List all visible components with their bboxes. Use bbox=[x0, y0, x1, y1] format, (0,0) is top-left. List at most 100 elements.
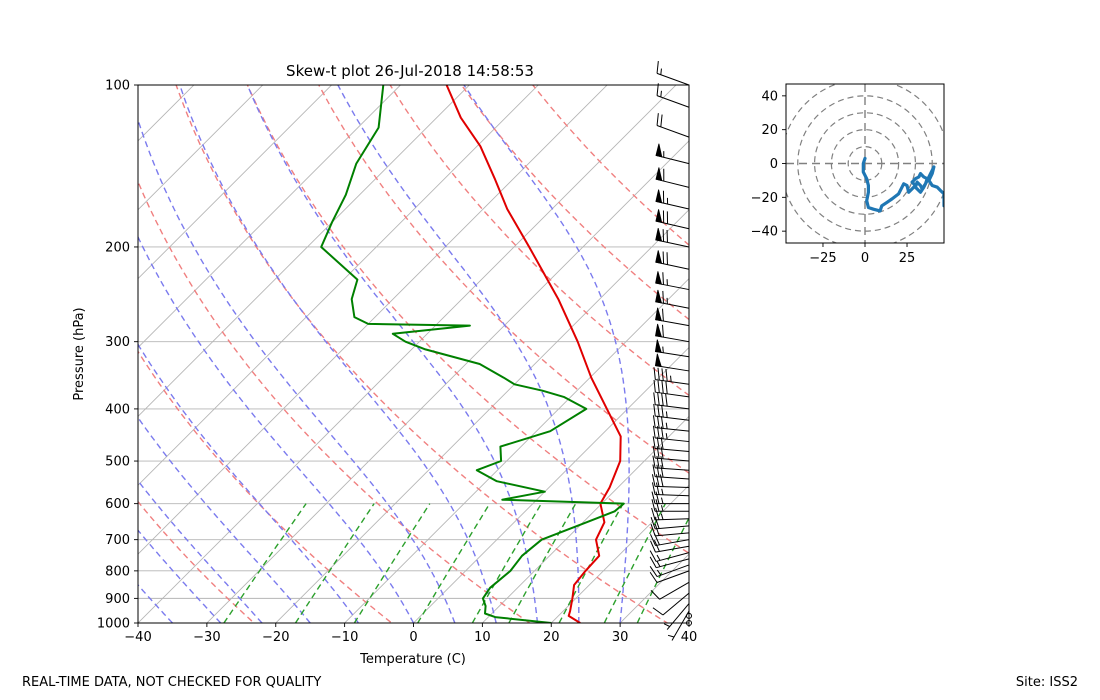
skewt-background-lines bbox=[138, 85, 689, 623]
y-tick-label: 600 bbox=[105, 497, 130, 512]
barb-full-flag bbox=[653, 403, 656, 417]
barb-full-flag bbox=[662, 290, 664, 304]
wind-barb bbox=[656, 61, 690, 86]
y-tick-label: 800 bbox=[105, 564, 130, 579]
skewt-plot: −40 −30 −20 −10 0 10 20 30 40 1000 900 800 700 600 50… bbox=[72, 62, 697, 667]
barb-shaft bbox=[671, 610, 690, 641]
barb-full-flag bbox=[650, 590, 660, 600]
barb-full-flag bbox=[660, 114, 663, 127]
x-tick-label: 40 bbox=[681, 630, 698, 645]
wind-barb bbox=[652, 455, 690, 471]
hodograph-x-tick-label: 25 bbox=[899, 251, 916, 266]
barb-half-flag bbox=[656, 560, 661, 567]
isotherm--100 bbox=[138, 85, 264, 211]
wind-barb bbox=[650, 516, 690, 530]
barb-full-flag bbox=[661, 368, 664, 381]
barb-shaft bbox=[655, 525, 690, 530]
hodograph-trace bbox=[861, 156, 944, 213]
barb-full-flag bbox=[662, 308, 664, 322]
isotherm--110 bbox=[138, 85, 195, 142]
wind-barb bbox=[655, 167, 690, 188]
dry-adiabat-370 bbox=[389, 85, 689, 397]
dry-adiabat-350 bbox=[318, 85, 689, 474]
barb-full-flag bbox=[657, 392, 660, 406]
isotherm--80 bbox=[138, 85, 402, 349]
barb-shaft bbox=[656, 570, 690, 583]
mixing-ratio-4 bbox=[417, 503, 491, 623]
wind-barb bbox=[651, 482, 690, 497]
wind-barb bbox=[656, 83, 690, 108]
hodograph-plot: −25 0 25 40 20 0 −20 −40 bbox=[751, 83, 945, 266]
wind-barb bbox=[655, 143, 690, 165]
barb-full-flag bbox=[657, 367, 660, 381]
wind-barb bbox=[653, 403, 690, 421]
barb-full-flag bbox=[662, 324, 664, 338]
y-tick-label: 100 bbox=[105, 79, 130, 94]
barb-full-flag bbox=[652, 436, 656, 449]
barb-full-flag bbox=[649, 571, 658, 583]
dry-adiabat-330 bbox=[246, 85, 689, 555]
wind-barb bbox=[652, 592, 690, 616]
barb-shaft bbox=[655, 467, 690, 471]
wind-barb bbox=[649, 556, 690, 569]
barb-full-flag bbox=[651, 482, 656, 495]
calm-wind-marker bbox=[686, 620, 692, 626]
barb-shaft bbox=[655, 437, 690, 443]
barb-half-flag bbox=[661, 497, 664, 504]
barb-pennant bbox=[655, 209, 663, 223]
mixing-ratio-7 bbox=[471, 503, 542, 623]
barb-full-flag bbox=[651, 491, 656, 504]
wind-barb bbox=[653, 367, 690, 385]
barb-full-flag bbox=[661, 393, 664, 406]
dry-adiabat-310 bbox=[175, 85, 669, 623]
dewpoint-line bbox=[320, 85, 625, 623]
wind-barb bbox=[652, 415, 690, 432]
barb-pennant bbox=[655, 167, 663, 182]
barb-full-flag bbox=[656, 61, 659, 74]
wind-barb bbox=[655, 189, 690, 210]
barb-pennant bbox=[655, 227, 663, 242]
barb-half-flag bbox=[656, 569, 662, 576]
barb-shaft bbox=[656, 552, 690, 562]
barb-pennant bbox=[655, 143, 663, 158]
barb-full-flag bbox=[652, 455, 656, 468]
isotherm-0 bbox=[412, 346, 689, 623]
barb-full-flag bbox=[656, 415, 660, 429]
wind-barb bbox=[651, 491, 689, 505]
wind-barb bbox=[655, 209, 690, 230]
hodograph-y-tick-label: −40 bbox=[751, 225, 778, 240]
wind-barb bbox=[653, 379, 690, 398]
barb-shaft bbox=[655, 545, 690, 553]
wind-barb bbox=[649, 570, 690, 583]
isotherm--20 bbox=[275, 209, 689, 623]
barb-pennant bbox=[655, 289, 663, 304]
barb-shaft bbox=[655, 485, 690, 489]
barb-full-flag bbox=[653, 367, 656, 380]
barb-pennant bbox=[654, 339, 662, 353]
wind-barb bbox=[654, 339, 690, 358]
dry-adiabat-290 bbox=[138, 180, 531, 623]
barb-half-flag bbox=[663, 623, 670, 627]
barb-full-flag bbox=[665, 381, 668, 394]
skewt-x-ticks: −40 −30 −20 −10 0 10 20 30 40 bbox=[124, 623, 697, 645]
temperature-line bbox=[445, 85, 622, 623]
hodograph-area bbox=[786, 84, 944, 243]
x-tick-label: −10 bbox=[331, 630, 358, 645]
barb-half-flag bbox=[670, 375, 672, 382]
x-tick-label: −20 bbox=[262, 630, 289, 645]
wind-barb bbox=[650, 581, 690, 600]
y-tick-label: 900 bbox=[105, 592, 130, 607]
isotherm--40 bbox=[138, 85, 677, 623]
hodograph-ticks: −25 0 25 40 20 0 −20 −40 bbox=[751, 89, 916, 266]
y-tick-label: 500 bbox=[105, 455, 130, 470]
hodograph-x-tick-label: 0 bbox=[861, 251, 869, 266]
barb-pennant bbox=[655, 307, 662, 322]
isotherm--90 bbox=[138, 85, 333, 280]
barb-shaft bbox=[655, 476, 690, 480]
barb-full-flag bbox=[661, 404, 664, 418]
barb-full-flag bbox=[657, 404, 660, 417]
wind-barb bbox=[652, 464, 690, 480]
barb-full-flag bbox=[656, 113, 659, 126]
wind-barb bbox=[651, 507, 690, 521]
